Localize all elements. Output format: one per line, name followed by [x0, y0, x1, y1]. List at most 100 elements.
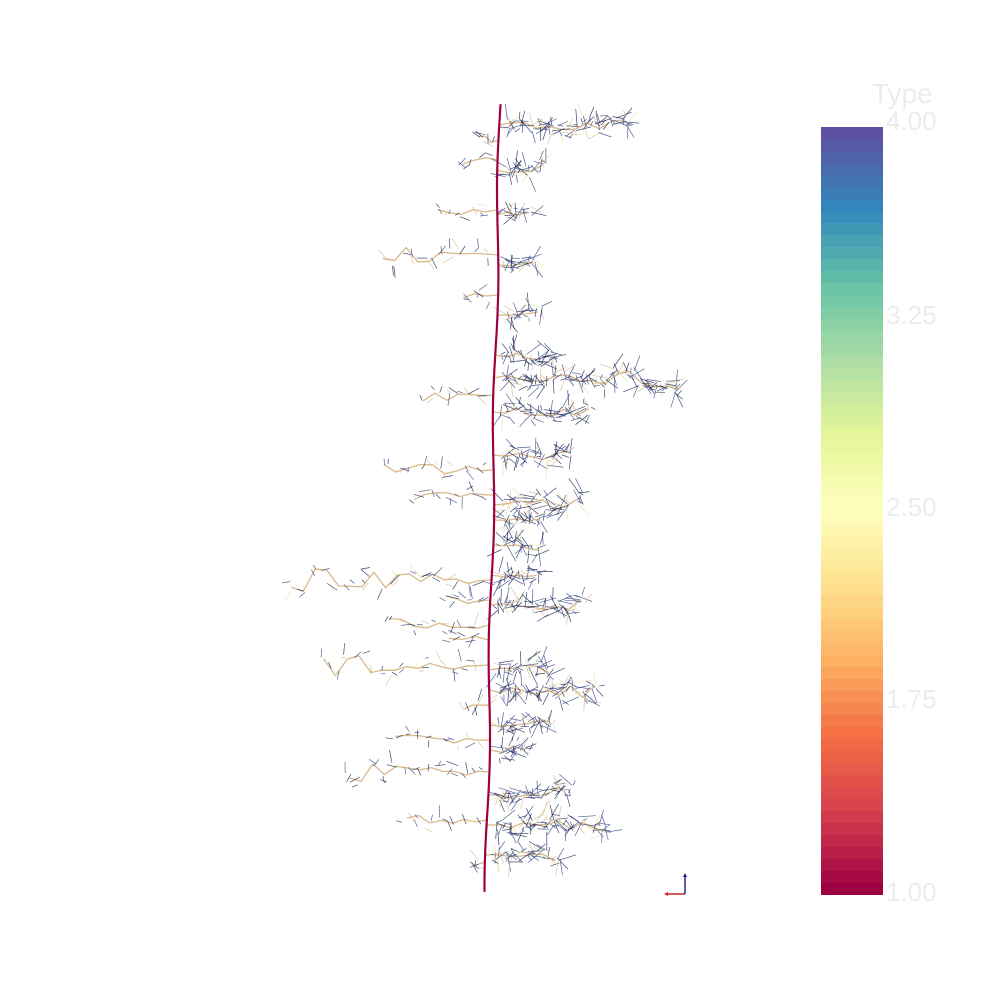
fine-root	[535, 514, 543, 517]
fine-root	[417, 768, 421, 775]
fine-root	[469, 585, 471, 597]
fine-root	[392, 580, 398, 587]
fine-root	[414, 820, 417, 827]
fine-root	[479, 767, 482, 769]
fine-root	[454, 669, 456, 682]
fine-root	[569, 456, 571, 470]
fine-root	[406, 734, 411, 735]
fine-root	[665, 384, 677, 386]
fine-root	[526, 666, 530, 678]
fine-root	[540, 452, 541, 459]
fine-root	[555, 458, 561, 464]
fine-root	[599, 685, 605, 686]
fine-root	[594, 672, 596, 689]
fine-root	[544, 511, 545, 521]
fine-root	[584, 128, 589, 139]
fine-root	[496, 821, 498, 839]
fine-root	[504, 455, 507, 469]
fine-root	[466, 762, 468, 773]
fine-root	[515, 684, 516, 701]
fine-root	[477, 238, 478, 248]
fine-root	[547, 825, 554, 835]
colorbar-band	[821, 607, 883, 620]
fine-root	[544, 656, 548, 669]
fine-root	[453, 239, 460, 250]
fine-root	[446, 584, 453, 587]
fine-root	[545, 610, 560, 617]
colorbar-band	[821, 523, 883, 536]
fine-root	[431, 815, 432, 821]
colorbar-band	[821, 391, 883, 404]
fine-root	[299, 593, 305, 598]
fine-root	[537, 341, 549, 351]
colorbar-band	[821, 499, 883, 512]
fine-root	[538, 505, 540, 515]
fine-root	[327, 583, 337, 590]
fine-root	[594, 385, 600, 386]
fine-root	[531, 493, 537, 502]
fine-root	[525, 592, 527, 608]
fine-root	[530, 728, 531, 733]
fine-root	[560, 131, 562, 136]
fine-root	[475, 248, 479, 252]
fine-root	[531, 354, 533, 371]
fine-root	[509, 356, 511, 362]
fine-root	[500, 414, 509, 418]
fine-root	[503, 823, 510, 825]
fine-root	[671, 390, 676, 407]
fine-root	[514, 208, 518, 209]
colorbar-band	[821, 283, 883, 296]
fine-root	[428, 740, 429, 747]
fine-root	[533, 129, 548, 130]
fine-root	[541, 521, 548, 532]
fine-root	[523, 790, 527, 798]
fine-root	[504, 215, 513, 216]
fine-root	[522, 152, 526, 167]
fine-root	[383, 776, 385, 783]
colorbar-band	[821, 883, 883, 895]
colorbar-band	[821, 439, 883, 452]
colorbar-band	[821, 247, 883, 260]
fine-root	[510, 507, 517, 512]
fine-root	[472, 768, 475, 772]
fine-root	[460, 703, 465, 711]
fine-root	[498, 509, 503, 512]
colorbar-band	[821, 583, 883, 596]
fine-root	[512, 523, 521, 524]
fine-root	[499, 841, 505, 850]
fine-root	[508, 369, 517, 376]
fine-root	[483, 581, 495, 585]
fine-root	[580, 496, 584, 504]
fine-root	[403, 253, 411, 255]
fine-root	[614, 363, 619, 373]
fine-root	[521, 305, 525, 310]
fine-root	[437, 651, 442, 662]
colorbar-band	[821, 475, 883, 488]
colorbar-band	[821, 355, 883, 368]
fine-root	[506, 525, 513, 540]
fine-root	[541, 725, 557, 732]
colorbar-band	[821, 223, 883, 236]
fine-root	[543, 693, 549, 705]
fine-root	[488, 796, 503, 801]
fine-root	[582, 587, 585, 595]
fine-root	[534, 505, 548, 509]
fine-root	[531, 165, 538, 173]
fine-root	[581, 370, 585, 379]
fine-root	[313, 565, 316, 569]
fine-root	[501, 664, 511, 665]
fine-root	[492, 159, 507, 168]
fine-root	[499, 127, 509, 128]
fine-root	[541, 301, 552, 306]
fine-root	[499, 671, 501, 679]
fine-root	[425, 657, 429, 658]
fine-root	[410, 572, 416, 574]
fine-root	[499, 758, 500, 763]
fine-root	[536, 661, 542, 662]
fine-root	[589, 107, 594, 118]
fine-root	[493, 606, 497, 609]
fine-root	[464, 388, 472, 396]
colorbar-band	[821, 127, 883, 140]
fine-root	[507, 381, 521, 385]
fine-root	[534, 611, 544, 613]
